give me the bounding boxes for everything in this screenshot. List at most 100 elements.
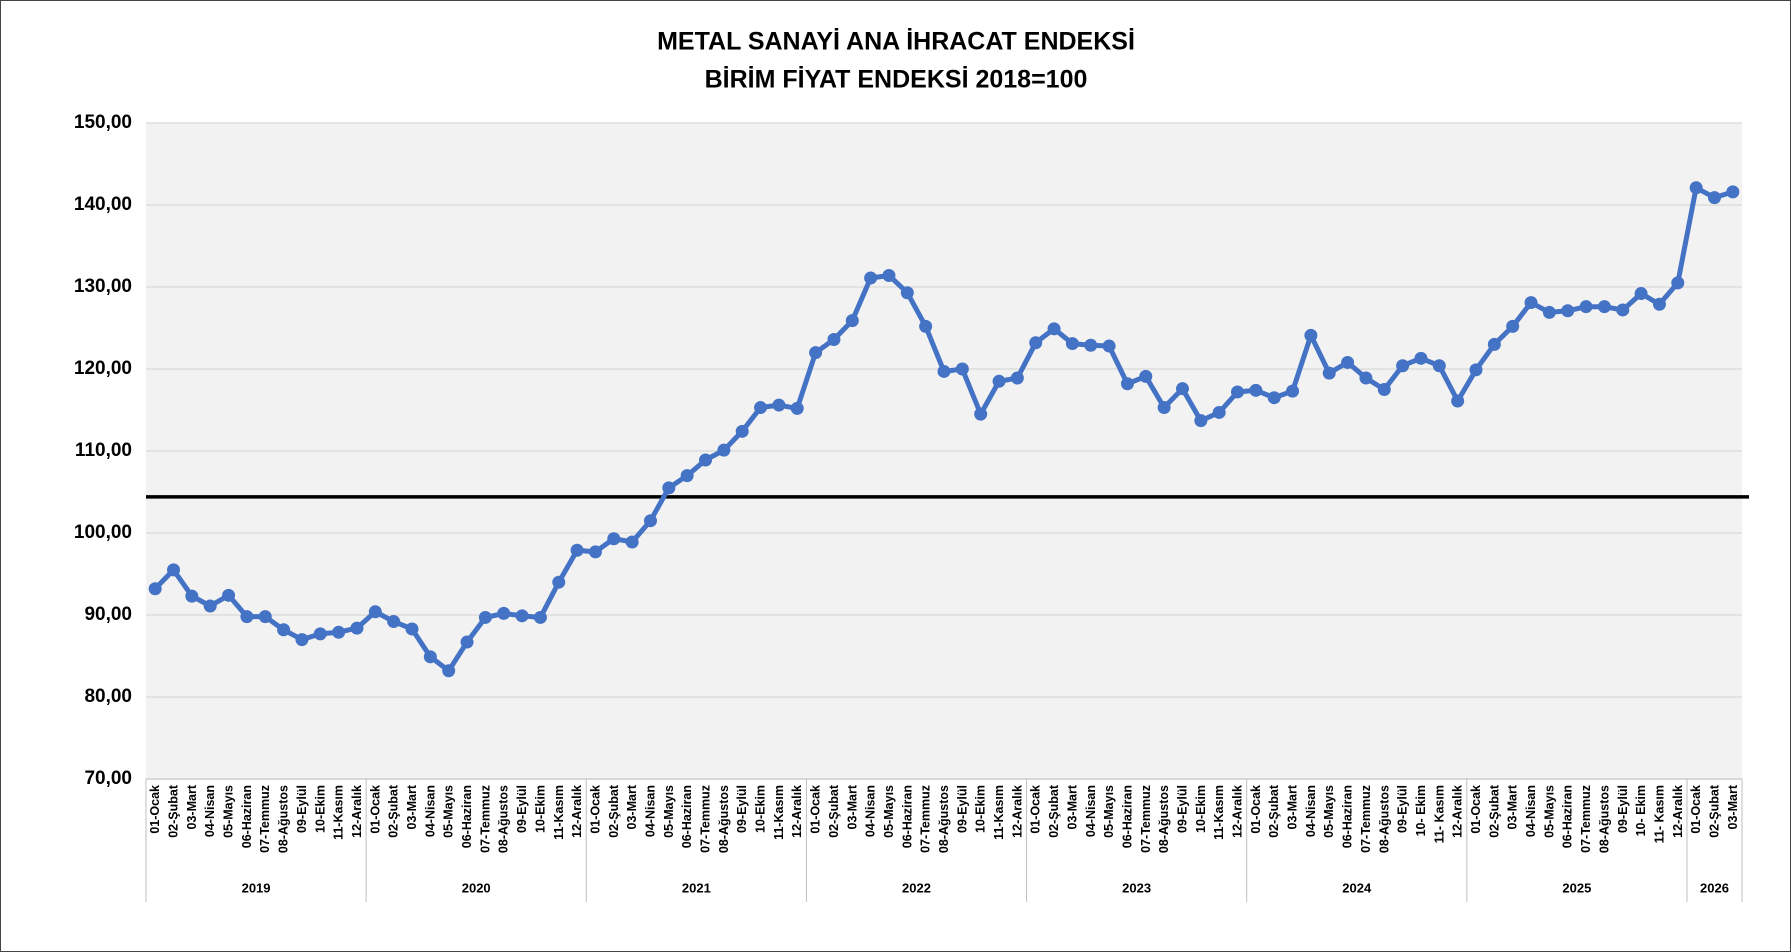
data-point: [1542, 305, 1556, 319]
x-tick-label: 10- Ekim: [1634, 785, 1648, 836]
x-tick-label: 09-Eylül: [515, 785, 529, 833]
x-tick-label: 06-Haziran: [460, 785, 474, 848]
x-tick-label: 06-Haziran: [1341, 785, 1355, 848]
data-point: [185, 589, 199, 603]
y-tick-label: 140,00: [74, 194, 132, 215]
x-tick-label: 04-Nisan: [1084, 785, 1098, 837]
x-group-label: 2026: [1700, 880, 1729, 895]
data-point: [148, 582, 162, 596]
x-tick-label: 12-Aralık: [1671, 785, 1685, 838]
data-point: [827, 332, 841, 346]
x-tick-label: 11-Kasım: [332, 785, 346, 840]
x-tick-label: 09-Eylül: [1175, 785, 1189, 833]
x-tick-label: 10-Ekim: [533, 785, 547, 833]
data-point: [1616, 303, 1630, 317]
x-group-label: 2025: [1562, 880, 1591, 895]
data-point: [1267, 391, 1281, 405]
x-tick-label: 12-Aralık: [1010, 785, 1024, 838]
x-tick-label: 03-Mart: [1506, 784, 1520, 829]
x-tick-label: 07-Temmuz: [1139, 785, 1153, 853]
x-tick-label: 02-Şubat: [167, 784, 181, 838]
data-point: [955, 362, 969, 376]
y-tick-label: 120,00: [74, 358, 132, 379]
data-point: [442, 664, 456, 678]
x-tick-label: 12-Aralık: [350, 785, 364, 838]
x-tick-label: 01-Ocak: [148, 785, 162, 834]
x-tick-label: 04-Nisan: [203, 785, 217, 837]
data-point: [1231, 385, 1245, 399]
data-point: [1726, 185, 1740, 199]
data-point: [1065, 337, 1079, 351]
x-tick-label: 05-Mayıs: [882, 785, 896, 838]
data-point: [919, 319, 933, 333]
data-point: [313, 627, 327, 641]
data-point: [552, 575, 566, 589]
x-tick-label: 10-Ekim: [313, 785, 327, 833]
data-point: [1341, 355, 1355, 369]
data-point: [772, 398, 786, 412]
data-point: [1469, 363, 1483, 377]
x-tick-label: 05-Mayıs: [1542, 785, 1556, 838]
data-point: [845, 314, 859, 328]
data-point: [1634, 287, 1648, 301]
data-point: [203, 599, 217, 613]
data-point: [1414, 351, 1428, 365]
x-tick-label: 03-Mart: [1065, 784, 1079, 829]
x-tick-label: 08-Ağustos: [1377, 785, 1391, 853]
x-tick-label: 02-Şubat: [1047, 784, 1061, 838]
x-tick-label: 11-Kasım: [1212, 785, 1226, 840]
data-point: [1432, 359, 1446, 373]
data-point: [387, 615, 401, 629]
data-point: [515, 609, 529, 623]
data-point: [1047, 322, 1061, 336]
x-tick-label: 03-Mart: [1726, 784, 1740, 829]
data-point: [662, 481, 676, 495]
x-tick-label: 01-Ocak: [809, 785, 823, 834]
data-point: [1506, 319, 1520, 333]
data-point: [1396, 359, 1410, 373]
x-tick-label: 08-Ağustos: [1597, 785, 1611, 853]
data-point: [478, 610, 492, 624]
data-point: [1084, 338, 1098, 352]
x-group-label: 2019: [242, 880, 271, 895]
data-point: [1249, 383, 1263, 397]
x-tick-label: 10-Ekim: [974, 785, 988, 833]
data-point: [1359, 371, 1373, 385]
x-tick-label: 12-Aralık: [790, 785, 804, 838]
x-tick-label: 02-Şubat: [1267, 784, 1281, 838]
chart-subtitle: BİRİM FİYAT ENDEKSİ 2018=100: [705, 66, 1088, 94]
x-tick-label: 08-Ağustos: [497, 785, 511, 853]
data-point: [368, 605, 382, 619]
data-point: [240, 610, 254, 624]
chart-title: METAL SANAYİ ANA İHRACAT ENDEKSİ: [657, 28, 1135, 56]
x-tick-label: 01-Ocak: [1689, 785, 1703, 834]
data-point: [405, 622, 419, 636]
x-tick-label: 01-Ocak: [1469, 785, 1483, 834]
data-point: [607, 532, 621, 546]
data-point: [1451, 394, 1465, 408]
x-group-label: 2023: [1122, 880, 1151, 895]
data-point: [882, 269, 896, 283]
x-tick-label: 04-Nisan: [1304, 785, 1318, 837]
x-tick-label: 11-Kasım: [552, 785, 566, 840]
data-point: [1157, 401, 1171, 415]
x-tick-label: 09-Eylül: [735, 785, 749, 833]
x-tick-label: 06-Haziran: [680, 785, 694, 848]
data-point: [643, 514, 657, 528]
data-point: [1524, 296, 1538, 310]
x-tick-label: 02-Şubat: [607, 784, 621, 838]
x-tick-label: 07-Temmuz: [919, 785, 933, 853]
data-point: [350, 621, 364, 635]
x-tick-label: 11- Kasım: [1652, 785, 1666, 843]
data-point: [992, 374, 1006, 388]
data-point: [277, 623, 291, 637]
data-point: [423, 650, 437, 664]
y-tick-label: 90,00: [84, 604, 132, 625]
data-point: [1139, 369, 1153, 383]
data-point: [1597, 300, 1611, 314]
x-tick-label: 10-Ekim: [1194, 785, 1208, 833]
x-tick-label: 06-Haziran: [1561, 785, 1575, 848]
x-tick-label: 01-Ocak: [1249, 785, 1263, 834]
data-point: [295, 633, 309, 647]
